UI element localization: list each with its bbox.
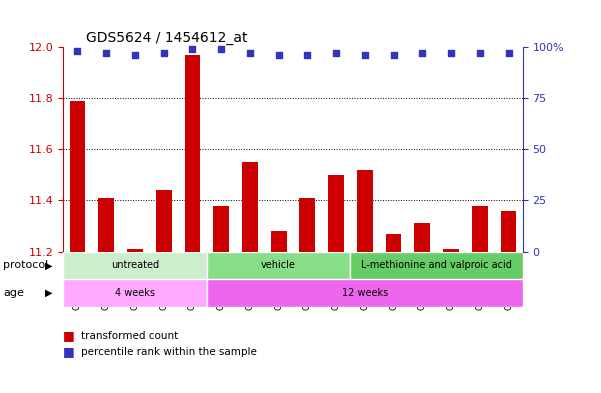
Bar [63, 252, 207, 279]
Text: age: age [3, 288, 24, 298]
Bar [350, 252, 523, 279]
Bar [501, 211, 516, 252]
Bar [270, 231, 287, 252]
Text: 12 weeks: 12 weeks [342, 288, 388, 298]
Text: ▶: ▶ [45, 260, 52, 270]
Bar [156, 190, 171, 252]
Point [446, 50, 456, 57]
Text: percentile rank within the sample: percentile rank within the sample [81, 347, 257, 357]
Bar [70, 101, 85, 252]
Text: ▶: ▶ [45, 288, 52, 298]
Point [73, 48, 82, 54]
Bar [242, 162, 258, 252]
Point [418, 50, 427, 57]
Bar [213, 206, 229, 252]
Point [216, 46, 226, 52]
Bar [357, 170, 373, 252]
Text: GDS5624 / 1454612_at: GDS5624 / 1454612_at [86, 31, 248, 45]
Point [102, 50, 111, 57]
Point [188, 46, 197, 52]
Text: transformed count: transformed count [81, 331, 178, 341]
Text: untreated: untreated [111, 260, 159, 270]
Bar [63, 279, 207, 307]
Bar [472, 206, 487, 252]
Point [504, 50, 513, 57]
Bar [99, 198, 114, 252]
Point [360, 52, 370, 59]
Bar [443, 249, 459, 252]
Point [245, 50, 255, 57]
Point [274, 52, 284, 59]
Bar [386, 234, 401, 252]
Bar [207, 279, 523, 307]
Point [302, 52, 312, 59]
Text: vehicle: vehicle [261, 260, 296, 270]
Text: L-methionine and valproic acid: L-methionine and valproic acid [361, 260, 512, 270]
Bar [328, 175, 344, 252]
Bar [185, 55, 200, 252]
Text: ■: ■ [63, 329, 75, 343]
Text: 4 weeks: 4 weeks [115, 288, 155, 298]
Text: ■: ■ [63, 345, 75, 358]
Text: protocol: protocol [3, 260, 48, 270]
Point [389, 52, 398, 59]
Bar [299, 198, 316, 252]
Point [475, 50, 484, 57]
Bar [127, 249, 143, 252]
Bar [415, 224, 430, 252]
Point [159, 50, 168, 57]
Bar [207, 252, 350, 279]
Point [331, 50, 341, 57]
Point [130, 52, 140, 59]
